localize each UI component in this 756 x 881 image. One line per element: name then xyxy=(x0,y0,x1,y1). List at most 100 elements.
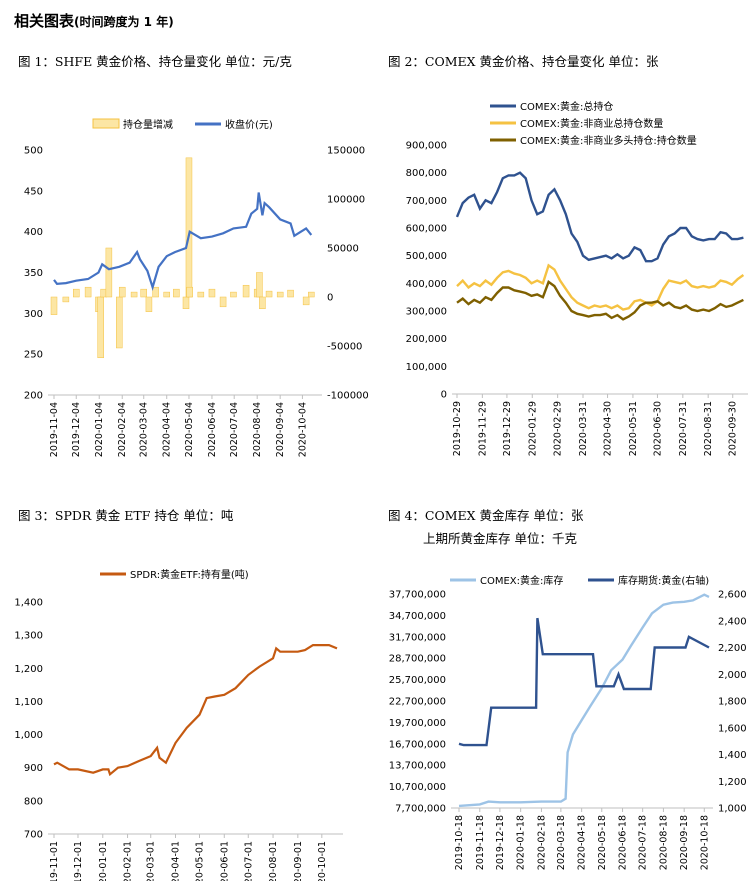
comex-oi-y-tick-label: 300,000 xyxy=(406,307,447,318)
spdr-x-tick-label: 2020-07-01 xyxy=(243,841,254,881)
shfe-x-tick-label: 2020-02-04 xyxy=(117,402,128,457)
inventory-y2-tick-label: 2,400 xyxy=(718,616,747,627)
inventory-x-tick-label: 2020-01-18 xyxy=(516,815,527,870)
shfe-oi-change-bar xyxy=(302,296,310,306)
shfe-oi-change-bar xyxy=(308,291,315,298)
comex-oi-y-tick-label: 0 xyxy=(441,390,447,401)
shfe-x-tick-label: 2020-01-04 xyxy=(94,402,105,457)
inventory-y-tick-label: 19,700,000 xyxy=(389,718,446,729)
comex-oi-y-tick-label: 600,000 xyxy=(406,224,447,235)
shfe-oi-change-bar xyxy=(173,288,180,298)
comex-oi-y-tick-label: 800,000 xyxy=(406,168,447,179)
shfe-y2-tick-label: 0 xyxy=(327,293,333,304)
page-title-subtitle: (时间跨度为 1 年) xyxy=(74,15,174,29)
inventory-x-tick-label: 2020-09-18 xyxy=(679,815,690,870)
comex-oi-y-tick-label: 400,000 xyxy=(406,279,447,290)
shfe-oi-change-bar xyxy=(230,291,237,298)
comex-oi-legend-label: COMEX:黄金:非商业总持仓数量 xyxy=(520,117,663,130)
inventory-legend-label: COMEX:黄金:库存 xyxy=(480,574,563,587)
shfe-y-tick-label: 400 xyxy=(24,227,43,238)
inventory-x-tick-label: 2020-04-18 xyxy=(577,815,588,870)
inventory-y2-tick-label: 1,200 xyxy=(718,777,747,788)
shfe-oi-change-bar xyxy=(259,296,266,310)
shfe-y-tick-label: 450 xyxy=(24,186,43,197)
shfe-oi-change-bar xyxy=(163,291,170,298)
spdr-x-tick-label: 2020-09-01 xyxy=(293,841,304,881)
shfe-oi-change-bar xyxy=(186,286,193,298)
shfe-x-tick-label: 2020-04-04 xyxy=(162,402,173,457)
spdr-y-tick-label: 700 xyxy=(24,830,43,841)
comex-oi-y-tick-label: 100,000 xyxy=(406,362,447,373)
comex-oi-x-tick-label: 2020-04-30 xyxy=(603,401,614,456)
comex-inventory-line xyxy=(458,593,710,808)
shfe-oi-change-bar xyxy=(276,291,284,298)
inventory-legend-label: 库存期货:黄金(右轴) xyxy=(618,574,709,587)
inventory-y2-tick-label: 1,400 xyxy=(718,750,747,761)
spdr-legend-label: SPDR:黄金ETF:持有量(吨) xyxy=(130,568,249,581)
shfe-y-tick-label: 300 xyxy=(24,309,43,320)
comex-oi-x-tick-label: 2020-08-31 xyxy=(703,401,714,456)
page-title: 相关图表(时间跨度为 1 年) xyxy=(14,10,174,31)
inventory-y-tick-label: 16,700,000 xyxy=(389,739,446,750)
comex-noncommercial-total-line xyxy=(456,263,745,311)
spdr-holdings-line xyxy=(53,644,338,777)
inventory-x-tick-label: 2020-05-18 xyxy=(597,815,608,870)
spdr-y-tick-label: 1,400 xyxy=(14,598,43,609)
page-title-main: 相关图表 xyxy=(14,12,75,30)
shfe-x-tick-label: 2020-07-04 xyxy=(229,402,240,457)
inventory-x-tick-label: 2019-10-18 xyxy=(454,815,465,870)
shfe-oi-change-bar xyxy=(197,291,205,298)
comex-oi-x-tick-label: 2019-12-29 xyxy=(502,401,513,456)
shfe-oi-change-bar xyxy=(72,288,80,298)
inventory-y-tick-label: 34,700,000 xyxy=(389,611,446,622)
shfe-inventory-line xyxy=(458,617,710,747)
shfe-oi-change-bar xyxy=(118,286,126,298)
spdr-y-tick-label: 1,000 xyxy=(14,730,43,741)
shfe-y-tick-label: 250 xyxy=(24,350,43,361)
figure-2-caption: 图 2：COMEX 黄金价格、持仓量变化 单位：张 xyxy=(388,54,659,69)
spdr-y-tick-label: 1,200 xyxy=(14,664,43,675)
shfe-close-price-line xyxy=(53,192,313,291)
comex-oi-x-tick-label: 2020-09-30 xyxy=(728,401,739,456)
inventory-x-tick-label: 2019-11-18 xyxy=(475,815,486,870)
shfe-oi-change-bar xyxy=(287,289,294,298)
shfe-y2-tick-label: 100000 xyxy=(327,195,365,206)
shfe-oi-change-bar xyxy=(182,296,190,310)
shfe-x-tick-label: 2020-09-04 xyxy=(275,402,286,457)
figure-3-caption: 图 3：SPDR 黄金 ETF 持仓 单位：吨 xyxy=(18,508,234,523)
shfe-oi-change-bar xyxy=(130,291,138,298)
shfe-oi-change-bar xyxy=(219,296,227,308)
spdr-x-tick-label: 2020-10-01 xyxy=(317,841,328,881)
shfe-x-tick-label: 2020-05-04 xyxy=(184,402,195,457)
shfe-y-tick-label: 200 xyxy=(24,391,43,402)
shfe-oi-change-bar xyxy=(84,286,92,298)
shfe-oi-change-bar xyxy=(116,296,123,349)
inventory-x-tick-label: 2020-03-18 xyxy=(556,815,567,870)
shfe-x-tick-label: 2020-03-04 xyxy=(139,402,150,457)
comex-noncommercial-long-line xyxy=(456,280,744,321)
comex-oi-y-tick-label: 900,000 xyxy=(406,141,447,152)
inventory-x-tick-label: 2019-12-18 xyxy=(495,815,506,870)
shfe-oi-change-bar xyxy=(265,290,273,298)
inventory-x-tick-label: 2020-06-18 xyxy=(618,815,629,870)
spdr-y-tick-label: 900 xyxy=(24,763,43,774)
inventory-y-tick-label: 7,700,000 xyxy=(395,804,446,815)
inventory-x-tick-label: 2020-07-18 xyxy=(638,815,649,870)
shfe-oi-change-bar xyxy=(50,296,58,315)
shfe-legend-label: 持仓量增减 xyxy=(123,118,173,131)
comex-oi-y-tick-label: 200,000 xyxy=(406,334,447,345)
shfe-oi-change-bar xyxy=(62,296,70,303)
spdr-x-tick-label: 2020-08-01 xyxy=(268,841,279,881)
inventory-x-tick-label: 2020-02-18 xyxy=(536,815,547,870)
figure-4-caption: 图 4：COMEX 黄金库存 单位：张 xyxy=(388,508,584,523)
comex-oi-x-tick-label: 2020-05-31 xyxy=(628,401,639,456)
comex-total-oi-line xyxy=(455,171,744,263)
comex-oi-y-tick-label: 500,000 xyxy=(406,251,447,262)
shfe-y2-tick-label: -50000 xyxy=(327,342,362,353)
inventory-y-tick-label: 25,700,000 xyxy=(389,675,446,686)
spdr-x-tick-label: 2020-05-01 xyxy=(194,841,205,881)
comex-oi-legend-label: COMEX:黄金:非商业多头持仓:持仓数量 xyxy=(520,134,697,147)
inventory-y2-tick-label: 1,800 xyxy=(718,697,747,708)
inventory-y2-tick-label: 2,000 xyxy=(718,670,747,681)
